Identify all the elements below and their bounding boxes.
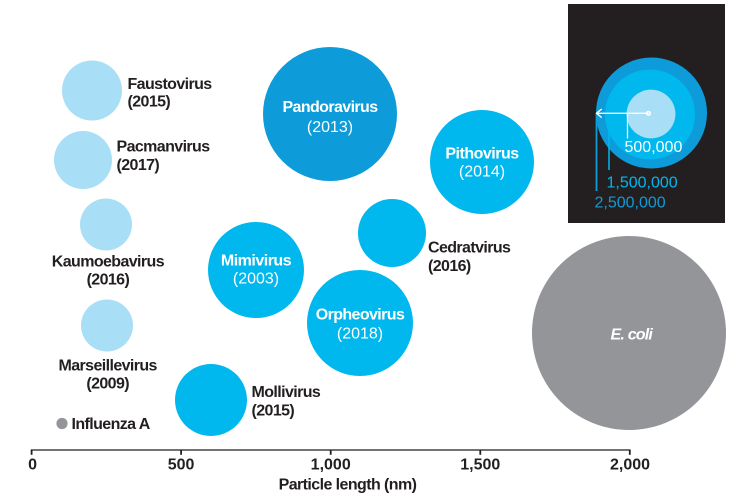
svg-text:Particle length (nm): Particle length (nm) [279, 476, 417, 493]
svg-text:Influenza A: Influenza A [72, 416, 151, 433]
svg-text:Cedratvirus: Cedratvirus [428, 240, 511, 257]
svg-text:(2017): (2017) [117, 157, 160, 174]
svg-text:1,000: 1,000 [311, 457, 351, 474]
svg-text:(2003): (2003) [233, 271, 279, 288]
svg-text:(2016): (2016) [87, 271, 130, 288]
svg-text:Orpheovirus: Orpheovirus [316, 307, 405, 324]
svg-text:Pandoravirus: Pandoravirus [282, 99, 378, 116]
svg-text:(2014): (2014) [459, 164, 505, 181]
svg-text:(2016): (2016) [428, 258, 471, 275]
svg-text:Mollivirus: Mollivirus [252, 384, 321, 401]
svg-text:(2015): (2015) [252, 403, 295, 420]
svg-text:1,500,000: 1,500,000 [607, 174, 678, 191]
svg-text:(2015): (2015) [128, 94, 171, 111]
svg-text:(2009): (2009) [86, 376, 129, 393]
svg-text:Kaumoebavirus: Kaumoebavirus [52, 253, 165, 270]
svg-text:0: 0 [28, 457, 37, 474]
svg-text:Pithovirus: Pithovirus [445, 146, 519, 163]
svg-text:Marseillevirus: Marseillevirus [59, 358, 158, 375]
svg-text:2,500,000: 2,500,000 [595, 195, 666, 212]
svg-text:(2013): (2013) [307, 119, 353, 136]
svg-text:1,500: 1,500 [460, 457, 500, 474]
svg-text:500,000: 500,000 [625, 139, 683, 156]
svg-text:Faustovirus: Faustovirus [128, 76, 213, 93]
svg-text:(2018): (2018) [337, 326, 383, 343]
svg-text:Pacmanvirus: Pacmanvirus [117, 139, 211, 156]
svg-text:E. coli: E. coli [611, 326, 654, 343]
svg-text:500: 500 [168, 457, 195, 474]
svg-text:2,000: 2,000 [610, 457, 650, 474]
svg-text:Mimivirus: Mimivirus [221, 252, 292, 269]
